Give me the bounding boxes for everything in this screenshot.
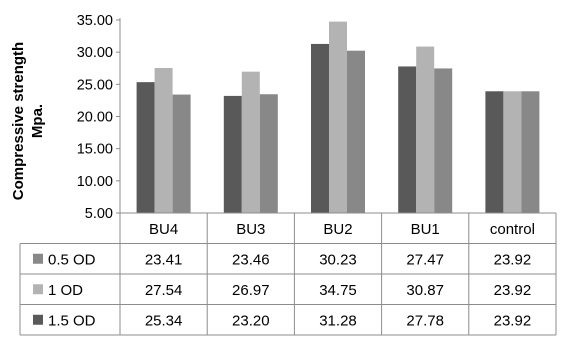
data-label: 27.78 [406, 312, 444, 329]
y-axis-title: Compressive strength [10, 42, 27, 200]
y-tick-label: 35.00 [77, 13, 113, 29]
data-label: 27.47 [406, 251, 444, 268]
bar-1-od-bu3 [241, 71, 260, 213]
category-label: BU4 [149, 221, 178, 238]
y-tick-label: 5.00 [85, 206, 113, 222]
bar-1-5-od-bu4 [136, 82, 155, 213]
data-label: 23.41 [145, 251, 183, 268]
data-label: 25.34 [145, 312, 183, 329]
data-label: 31.28 [319, 312, 357, 329]
bar-1-5-od-control [485, 91, 504, 213]
bar-1-od-bu4 [154, 67, 173, 213]
y-tick-label: 20.00 [77, 110, 113, 126]
category-label: control [490, 221, 535, 238]
legend-key [33, 284, 43, 295]
legend-label: 1.5 OD [48, 312, 96, 329]
bar-1-od-control [503, 91, 522, 213]
bar-0-5-od-bu1 [434, 68, 453, 214]
category-label: BU2 [323, 221, 352, 238]
legend-label: 1 OD [48, 282, 83, 299]
data-label: 23.20 [232, 312, 270, 329]
bar-1-5-od-bu2 [311, 43, 329, 213]
y-tick-label: 30.00 [77, 45, 113, 61]
y-tick-label: 25.00 [77, 77, 113, 93]
data-label: 23.92 [494, 312, 532, 329]
legend-key [33, 253, 43, 264]
data-label: 23.92 [494, 251, 532, 268]
bar-0-5-od-bu3 [259, 94, 278, 213]
data-label: 34.75 [319, 282, 357, 299]
data-label: 30.23 [319, 251, 357, 268]
bar-1-od-bu1 [416, 46, 435, 213]
y-tick-label: 10.00 [77, 174, 113, 190]
category-label: BU1 [411, 221, 440, 238]
bar-1-5-od-bu1 [398, 66, 417, 213]
data-label: 23.46 [232, 251, 270, 268]
data-label: 27.54 [145, 282, 183, 299]
bar-0-5-od-bu2 [347, 50, 365, 214]
data-label: 30.87 [406, 282, 444, 299]
bar-0-5-od-control [521, 91, 540, 213]
legend-label: 0.5 OD [48, 251, 96, 268]
bar-0-5-od-bu4 [172, 94, 191, 213]
legend-key [33, 314, 43, 325]
bar-1-5-od-bu3 [223, 95, 242, 213]
y-tick-label: 15.00 [77, 142, 113, 158]
bar-1-od-bu2 [329, 21, 347, 213]
category-label: BU3 [236, 221, 265, 238]
data-label: 26.97 [232, 282, 270, 299]
y-axis-title-unit: Mpa. [29, 104, 46, 138]
data-label: 23.92 [494, 282, 532, 299]
